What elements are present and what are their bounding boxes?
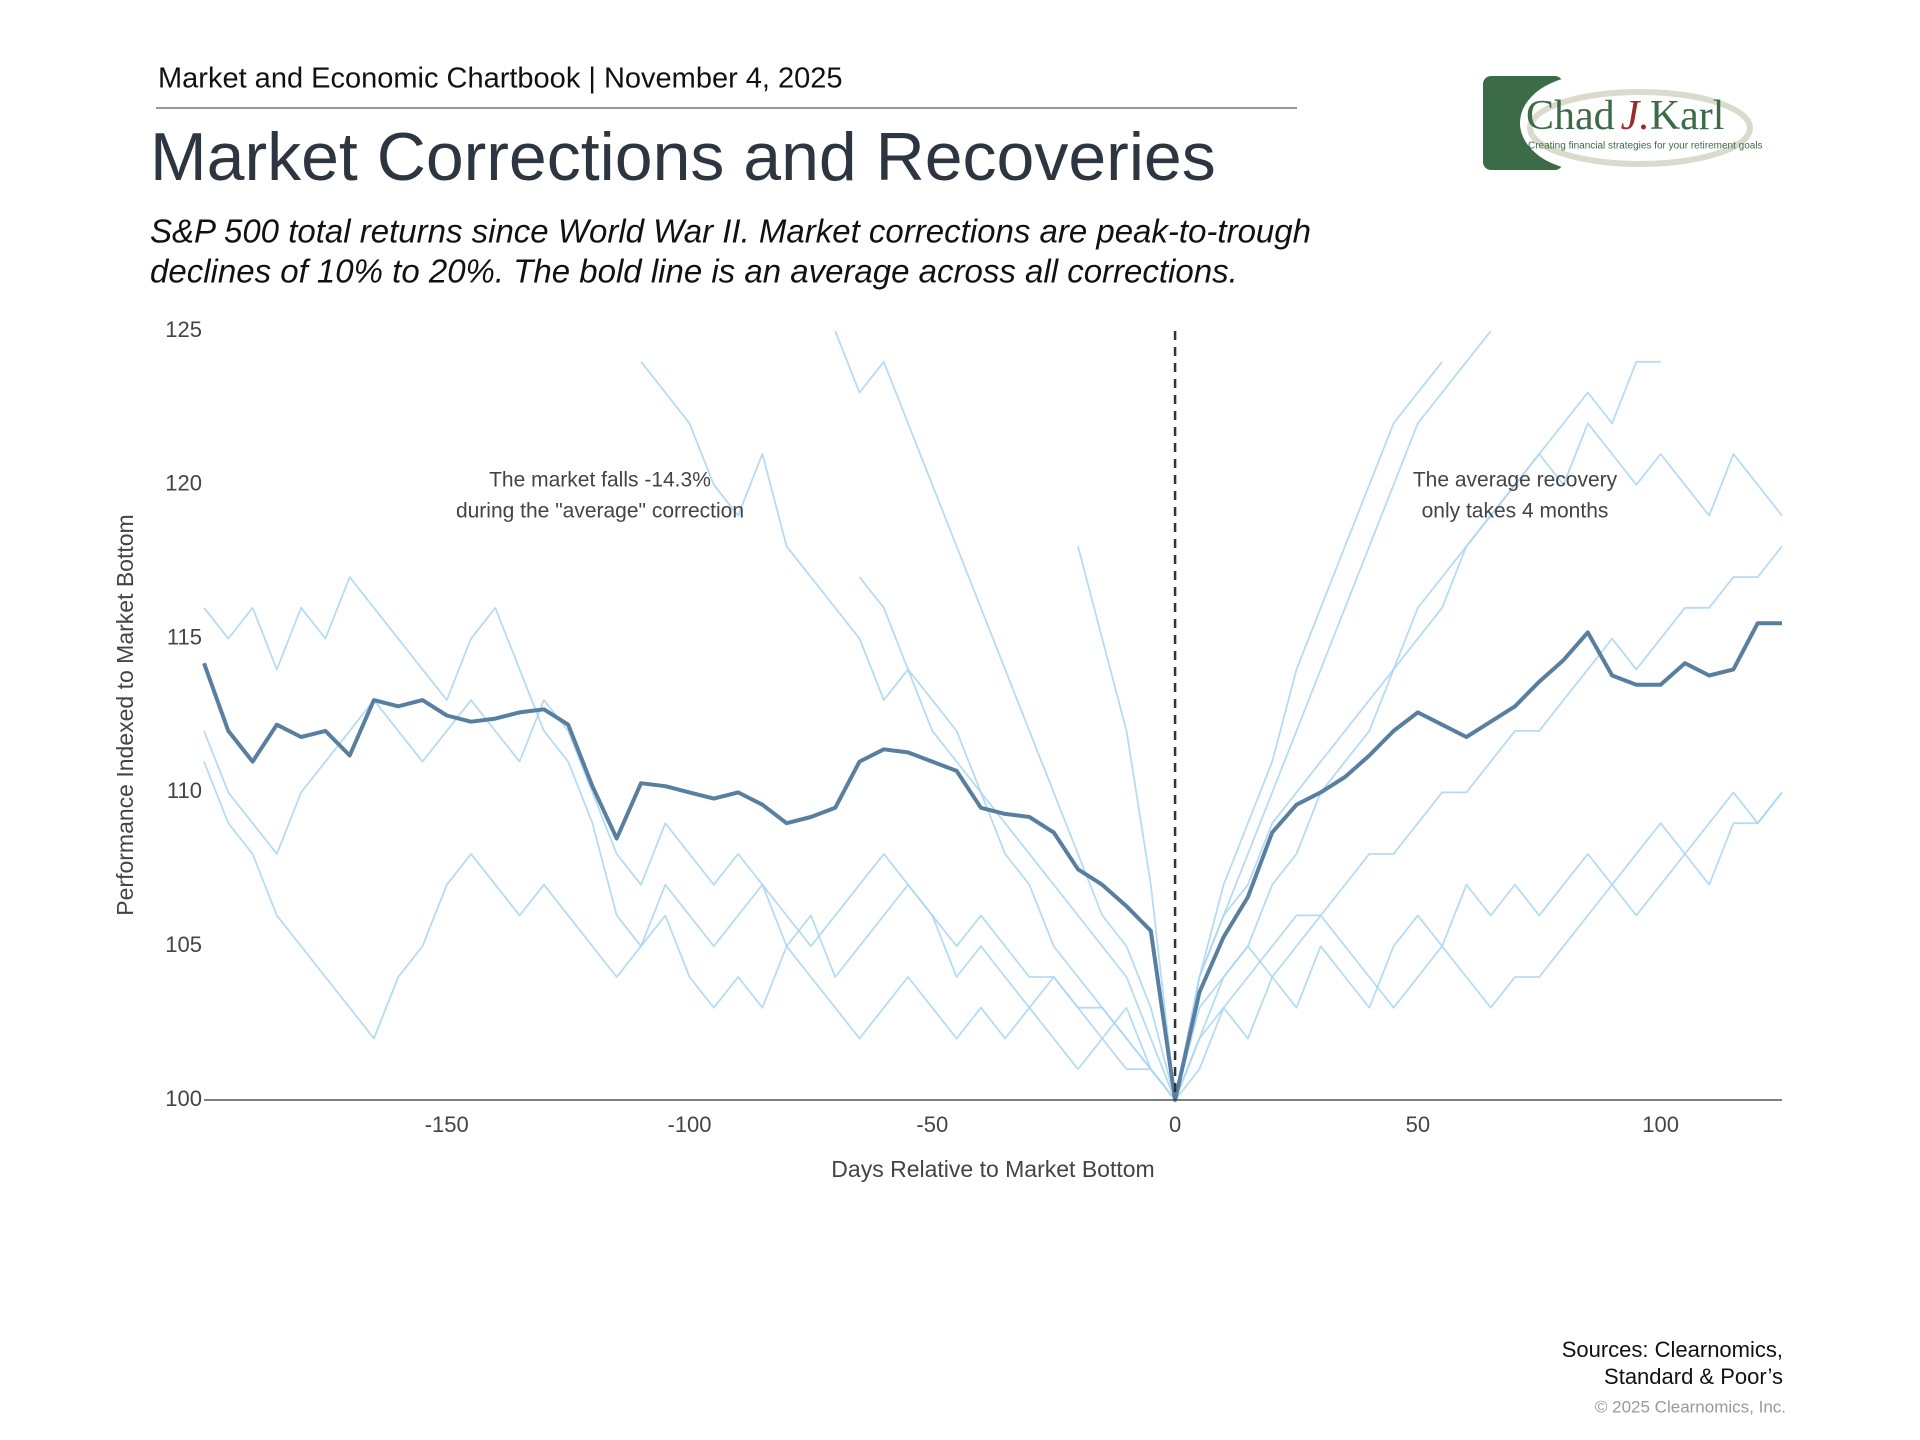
- x-tick-label: -100: [668, 1112, 712, 1137]
- plot: 100 105 110 115 120 125 -150 -100 -50 0 50 100 The m…: [165, 317, 1783, 1137]
- x-tick-label: 100: [1642, 1112, 1679, 1137]
- sources: Standard & Poor’s: [1604, 1364, 1783, 1389]
- y-tick-label: 125: [165, 317, 202, 342]
- subtitle: declines of 10% to 20%. The bold line is…: [150, 253, 1238, 290]
- logo-middle: J.: [1621, 93, 1650, 139]
- x-tick-label: 50: [1406, 1112, 1430, 1137]
- logo-first: Chad: [1526, 93, 1615, 139]
- logo-swoosh: [1527, 89, 1753, 167]
- logo-text: Chad J.Karl: [1526, 93, 1724, 139]
- correction-line: [203, 545, 1783, 1101]
- x-tick-label: -50: [916, 1112, 948, 1137]
- correction-line: [203, 422, 1783, 1101]
- logo-oval: [1520, 75, 1660, 171]
- x-axis-title: Days Relative to Market Bottom: [831, 1156, 1154, 1182]
- annotation: The average recovery: [1413, 469, 1618, 492]
- x-tick-label: -150: [425, 1112, 469, 1137]
- header: Market and Economic Chartbook | November…: [158, 63, 843, 95]
- annotation: during the "average" correction: [456, 500, 744, 523]
- y-tick-label: 115: [167, 624, 202, 649]
- y-axis-title: Performance Indexed to Market Bottom: [112, 514, 138, 915]
- x-tick-label: 0: [1169, 1112, 1181, 1137]
- annotation: only takes 4 months: [1422, 500, 1609, 523]
- correction-line: [1077, 361, 1443, 1101]
- logo-last: Karl: [1650, 93, 1725, 139]
- y-tick-label: 100: [165, 1086, 202, 1111]
- average-line: [202, 621, 1782, 1102]
- logo-tagline: Creating financial strategies for your r…: [1528, 141, 1763, 152]
- correction-line: [203, 761, 1783, 1101]
- y-tick-label: 120: [165, 471, 202, 496]
- annotation: The market falls -14.3%: [489, 469, 711, 492]
- subtitle: S&P 500 total returns since World War II…: [150, 213, 1311, 250]
- correction-line: [858, 576, 1783, 1101]
- logo: Chad J.Karl Creating financial strategies…: [1483, 75, 1763, 171]
- copyright: © 2025 Clearnomics, Inc.: [1595, 1397, 1786, 1416]
- sources: Sources: Clearnomics,: [1562, 1337, 1783, 1362]
- chart-title: Market Corrections and Recoveries: [150, 119, 1216, 195]
- correction-line: [834, 330, 1492, 1101]
- y-tick-label: 105: [165, 932, 202, 957]
- y-tick-label: 110: [167, 778, 202, 803]
